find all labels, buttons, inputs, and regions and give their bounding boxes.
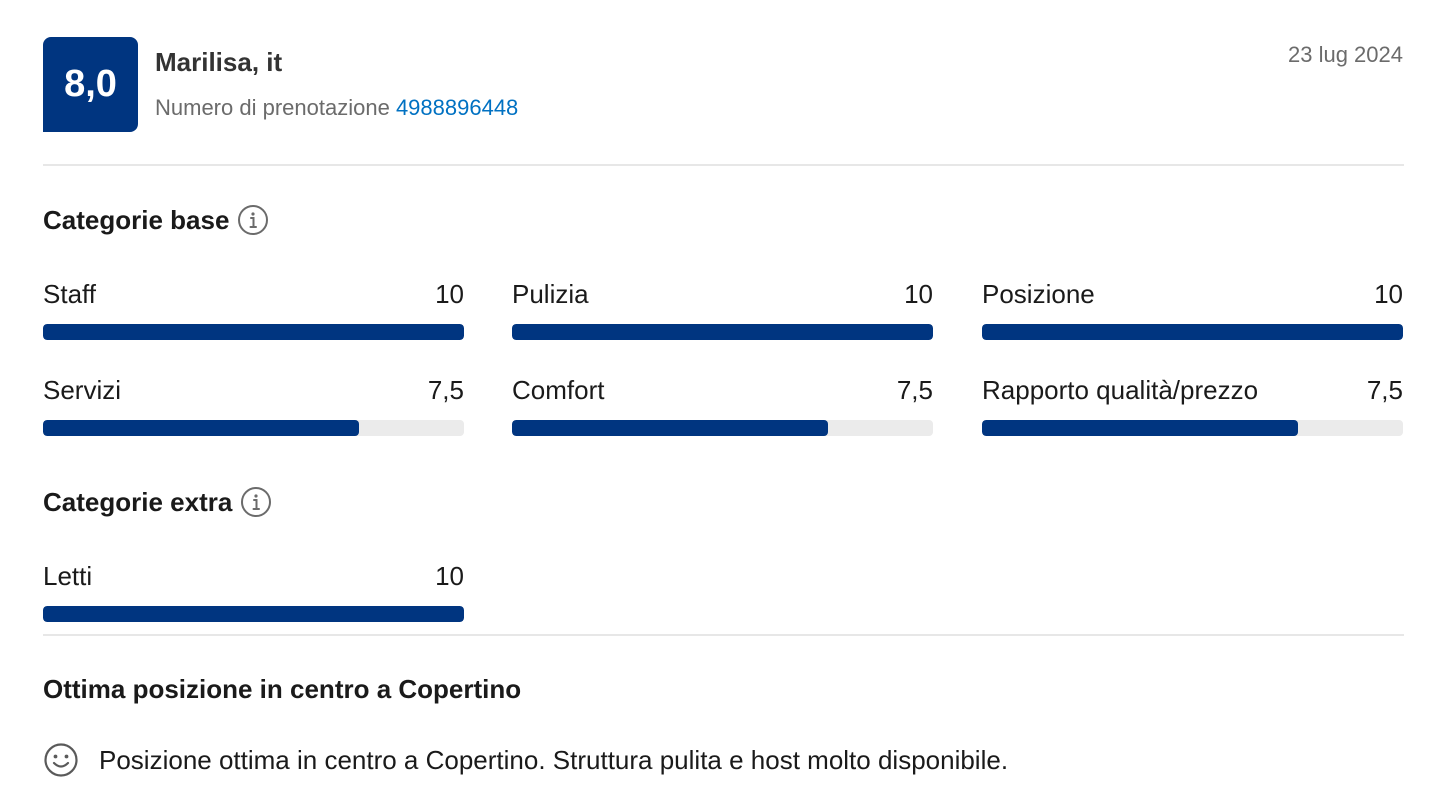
review-date: 23 lug 2024	[1288, 42, 1403, 67]
rating-score: 10	[1374, 279, 1403, 309]
booking-number-link[interactable]: 4988896448	[395, 95, 519, 120]
rating-bar-track	[43, 420, 464, 436]
rating-label: Rapporto qualità/prezzo	[982, 375, 1259, 405]
rating-bar-track	[512, 420, 933, 436]
rating-score: 7,5	[896, 375, 933, 405]
rating-score: 10	[904, 279, 933, 309]
rating-score: 10	[435, 279, 464, 309]
divider-top	[43, 164, 1404, 166]
booking-line: Numero di prenotazione 4988896448	[155, 95, 518, 121]
rating-score: 7,5	[1366, 375, 1403, 405]
rating-label: Servizi	[43, 375, 122, 405]
rating-posizione: Posizione 10	[982, 279, 1403, 340]
rating-bar-track	[982, 324, 1403, 340]
rating-label: Posizione	[982, 279, 1095, 309]
score-badge: 8,0	[43, 37, 138, 132]
rating-bar-fill	[982, 324, 1403, 340]
rating-bar-track	[43, 606, 464, 622]
rating-label: Pulizia	[512, 279, 589, 309]
rating-letti: Letti 10	[43, 561, 464, 622]
review-title: Ottima posizione in centro a Copertino	[43, 674, 522, 704]
info-icon[interactable]	[237, 204, 269, 236]
divider-bottom	[43, 634, 1404, 636]
rating-bar-fill	[43, 324, 464, 340]
rating-bar-fill	[512, 324, 933, 340]
rating-rapporto-qualita-prezzo: Rapporto qualità/prezzo 7,5	[982, 375, 1403, 436]
info-icon[interactable]	[240, 486, 272, 518]
rating-bar-track	[512, 324, 933, 340]
rating-label: Staff	[43, 279, 97, 309]
rating-bar-fill	[982, 420, 1298, 436]
rating-servizi: Servizi 7,5	[43, 375, 464, 436]
rating-bar-fill	[43, 606, 464, 622]
section-heading-extra-label: Categorie extra	[43, 486, 233, 517]
section-heading-base-label: Categorie base	[43, 204, 230, 235]
review-positive-text: Posizione ottima in centro a Copertino. …	[99, 744, 1009, 775]
section-heading-base: Categorie base	[43, 204, 269, 236]
booking-label: Numero di prenotazione	[155, 95, 390, 120]
rating-comfort: Comfort 7,5	[512, 375, 933, 436]
rating-score: 10	[435, 561, 464, 591]
section-heading-extra: Categorie extra	[43, 486, 272, 518]
rating-pulizia: Pulizia 10	[512, 279, 933, 340]
review-positive: Posizione ottima in centro a Copertino. …	[43, 742, 1008, 778]
rating-score: 7,5	[427, 375, 464, 405]
rating-staff: Staff 10	[43, 279, 464, 340]
rating-bar-track	[982, 420, 1403, 436]
rating-label: Letti	[43, 561, 93, 591]
rating-bar-fill	[512, 420, 828, 436]
smile-icon	[44, 743, 78, 777]
reviewer-name: Marilisa, it	[155, 47, 283, 77]
rating-label: Comfort	[512, 375, 605, 405]
rating-bar-track	[43, 324, 464, 340]
rating-bar-fill	[43, 420, 359, 436]
